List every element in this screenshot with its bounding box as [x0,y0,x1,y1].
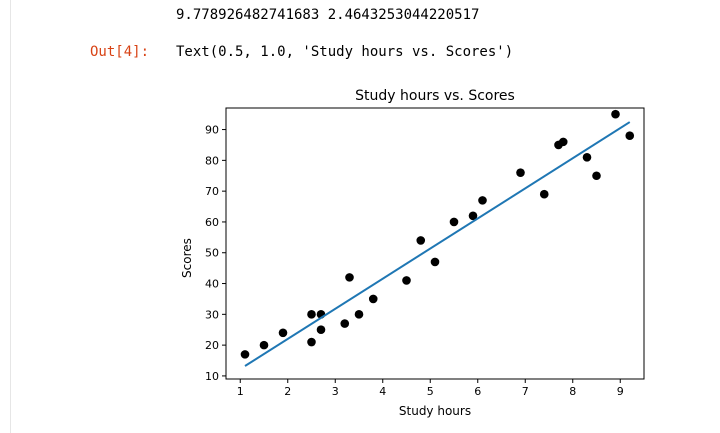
x-tick-label: 8 [569,385,576,398]
x-tick-label: 4 [379,385,386,398]
x-tick-label: 7 [522,385,529,398]
plot-frame [225,107,645,380]
data-point [592,171,601,181]
data-point [416,236,426,245]
data-point [430,257,440,267]
data-point [478,196,487,205]
data-point [516,168,525,177]
y-tick-label: 10 [205,370,219,383]
data-point [316,325,326,335]
data-point [611,109,620,119]
x-axis-label: Study hours [399,404,471,418]
plot-area [240,109,635,367]
regression-line [244,121,631,367]
axes: 1 2 3 4 5 6 7 8 9 10 20 30 40 50 60 70 80 90 [205,107,645,398]
out-prompt: Out[4]: [90,44,150,60]
x-tick-label: 5 [427,385,434,398]
chart-title: Study hours vs. Scores [355,88,515,104]
x-tick-label: 1 [237,385,244,398]
data-point [539,189,549,199]
y-tick-label: 80 [205,154,219,167]
data-point [449,217,459,227]
data-point [259,340,269,350]
cell-border [10,0,11,433]
data-point [558,137,568,147]
x-tick-label: 9 [617,385,624,398]
x-tick-label: 6 [474,385,481,398]
y-tick-label: 90 [205,124,219,137]
data-point [340,319,350,328]
data-point [368,294,378,304]
scatter-chart: Study hours vs. Scores Study hours Score… [180,88,645,418]
y-tick-label: 70 [205,185,219,198]
data-point [468,211,478,221]
data-point [402,276,411,285]
y-tick-label: 50 [205,247,219,260]
data-point [307,310,316,319]
x-tick-label: 3 [332,385,339,398]
data-point [582,152,592,162]
matplotlib-figure: Study hours vs. Scores Study hours Score… [176,82,656,431]
data-point [354,310,364,319]
x-tick-label: 2 [284,385,291,398]
y-tick-label: 40 [205,278,219,291]
y-axis-label: Scores [180,238,194,278]
stdout-output: 9.778926482741683 2.4643253044220517 [176,7,480,23]
data-point [307,337,316,347]
data-point [240,350,250,359]
data-point [625,131,635,141]
data-point [278,328,288,338]
y-tick-label: 60 [205,216,219,229]
y-tick-label: 20 [205,339,219,352]
y-tick-label: 30 [205,308,219,321]
out-result-text: Text(0.5, 1.0, 'Study hours vs. Scores') [176,44,514,60]
data-point [345,273,354,282]
